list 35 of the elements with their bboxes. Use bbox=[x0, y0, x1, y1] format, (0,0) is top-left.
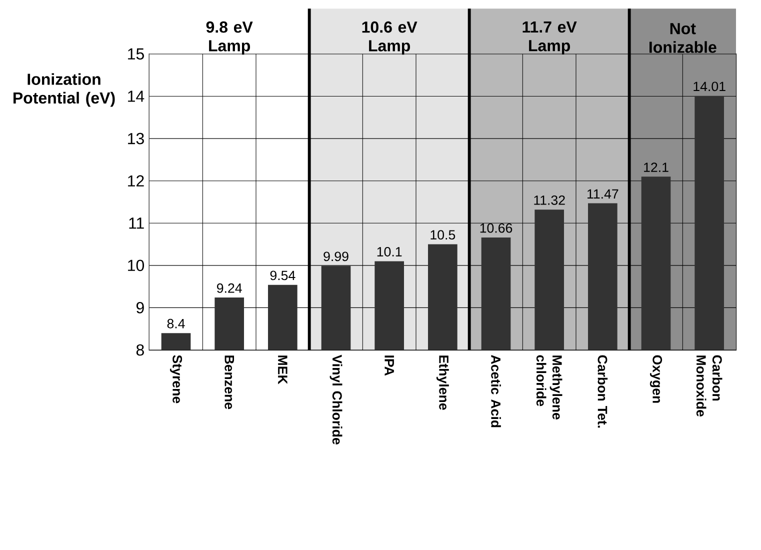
x-tick-label: Acetic Acid bbox=[491, 355, 501, 428]
x-tick-label: MEK bbox=[278, 356, 288, 384]
x-tick-label: Vinyl Chloride bbox=[330, 354, 342, 444]
x-tick-label: Oxygen bbox=[650, 355, 662, 403]
data-label: 9.99 bbox=[324, 252, 348, 262]
x-tick-label: Methylene chloride bbox=[536, 355, 562, 420]
x-tick-label: Carbon Tet. bbox=[598, 355, 608, 428]
y-tick-label: 15 bbox=[128, 48, 144, 60]
band-label: 10.6 eV Lamp bbox=[362, 21, 418, 55]
data-label: 9.24 bbox=[216, 283, 242, 293]
data-label: 10.1 bbox=[377, 247, 402, 256]
x-tick-label: Styrene bbox=[170, 355, 182, 404]
data-label: 11.47 bbox=[588, 189, 618, 199]
x-tick-label: Carbon Monoxide bbox=[696, 355, 722, 416]
y-tick-label: 11 bbox=[129, 218, 144, 229]
y-tick-label: 8 bbox=[136, 344, 144, 356]
data-label: 14.01 bbox=[694, 82, 726, 92]
y-axis-title: Ionization Potential (eV) bbox=[14, 73, 115, 107]
band-label: Not Ionizable bbox=[650, 23, 716, 53]
y-tick-label: 10 bbox=[128, 260, 144, 272]
y-tick-label: 14 bbox=[128, 90, 144, 102]
band-label: 11.7 eV Lamp bbox=[522, 22, 577, 54]
x-tick-label: Benzene bbox=[224, 356, 234, 410]
band-label: 9.8 eV Lamp bbox=[206, 21, 253, 55]
x-tick-label: Ethylene bbox=[436, 356, 449, 410]
y-tick-label: 9 bbox=[136, 302, 144, 314]
data-label: 8.4 bbox=[167, 318, 185, 328]
x-tick-label: IPA bbox=[384, 356, 394, 376]
data-label: 12.1 bbox=[644, 162, 668, 172]
y-tick-label: 13 bbox=[128, 132, 144, 144]
data-label: 10.66 bbox=[480, 223, 512, 233]
data-label: 11.32 bbox=[534, 195, 565, 205]
data-label: 9.54 bbox=[270, 270, 296, 280]
y-tick-label: 12 bbox=[128, 175, 144, 186]
data-label: 10.5 bbox=[430, 230, 456, 240]
